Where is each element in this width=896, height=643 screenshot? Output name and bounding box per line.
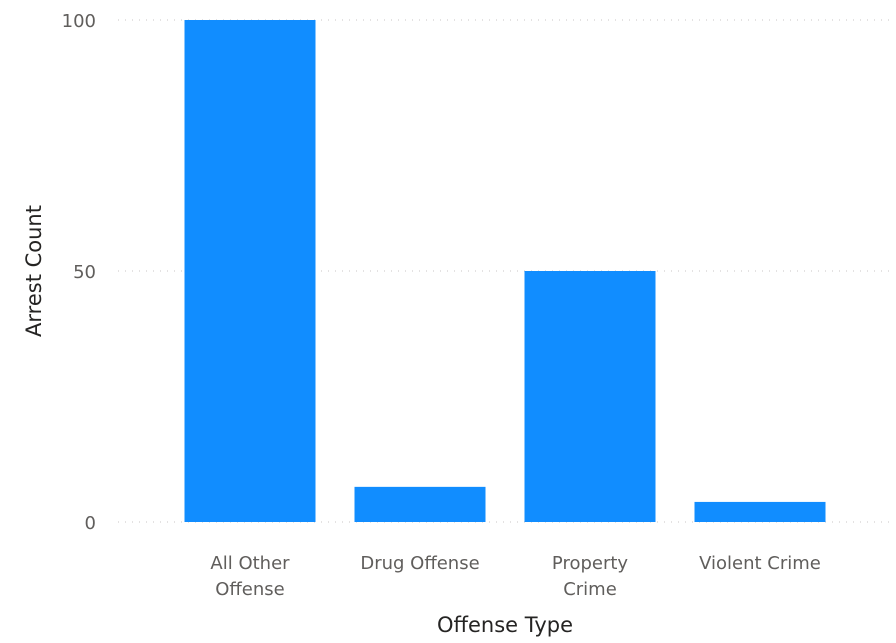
y-tick-label: 100 bbox=[62, 11, 96, 32]
x-tick-label: All Other bbox=[210, 553, 290, 574]
x-axis-title: Offense Type bbox=[437, 613, 573, 637]
y-axis-title: Arrest Count bbox=[22, 205, 46, 337]
bar-drug-offense[interactable] bbox=[354, 486, 486, 522]
y-tick-label: 0 bbox=[85, 513, 96, 534]
x-tick-label: Drug Offense bbox=[360, 553, 479, 574]
bars bbox=[184, 20, 826, 522]
x-tick-label: Crime bbox=[563, 579, 617, 600]
gridlines bbox=[118, 19, 890, 523]
x-tick-label: Violent Crime bbox=[699, 553, 821, 574]
x-tick-label: Property bbox=[552, 553, 629, 574]
bar-violent-crime[interactable] bbox=[694, 501, 826, 522]
y-axis-ticks: 0 50 100 bbox=[62, 11, 96, 534]
bar-all-other-offense[interactable] bbox=[184, 20, 316, 522]
bar-property-crime[interactable] bbox=[524, 271, 656, 522]
x-tick-label: Offense bbox=[215, 579, 285, 600]
x-axis-ticks: All Other Offense Drug Offense Property Crim… bbox=[210, 553, 820, 600]
y-tick-label: 50 bbox=[73, 262, 96, 283]
